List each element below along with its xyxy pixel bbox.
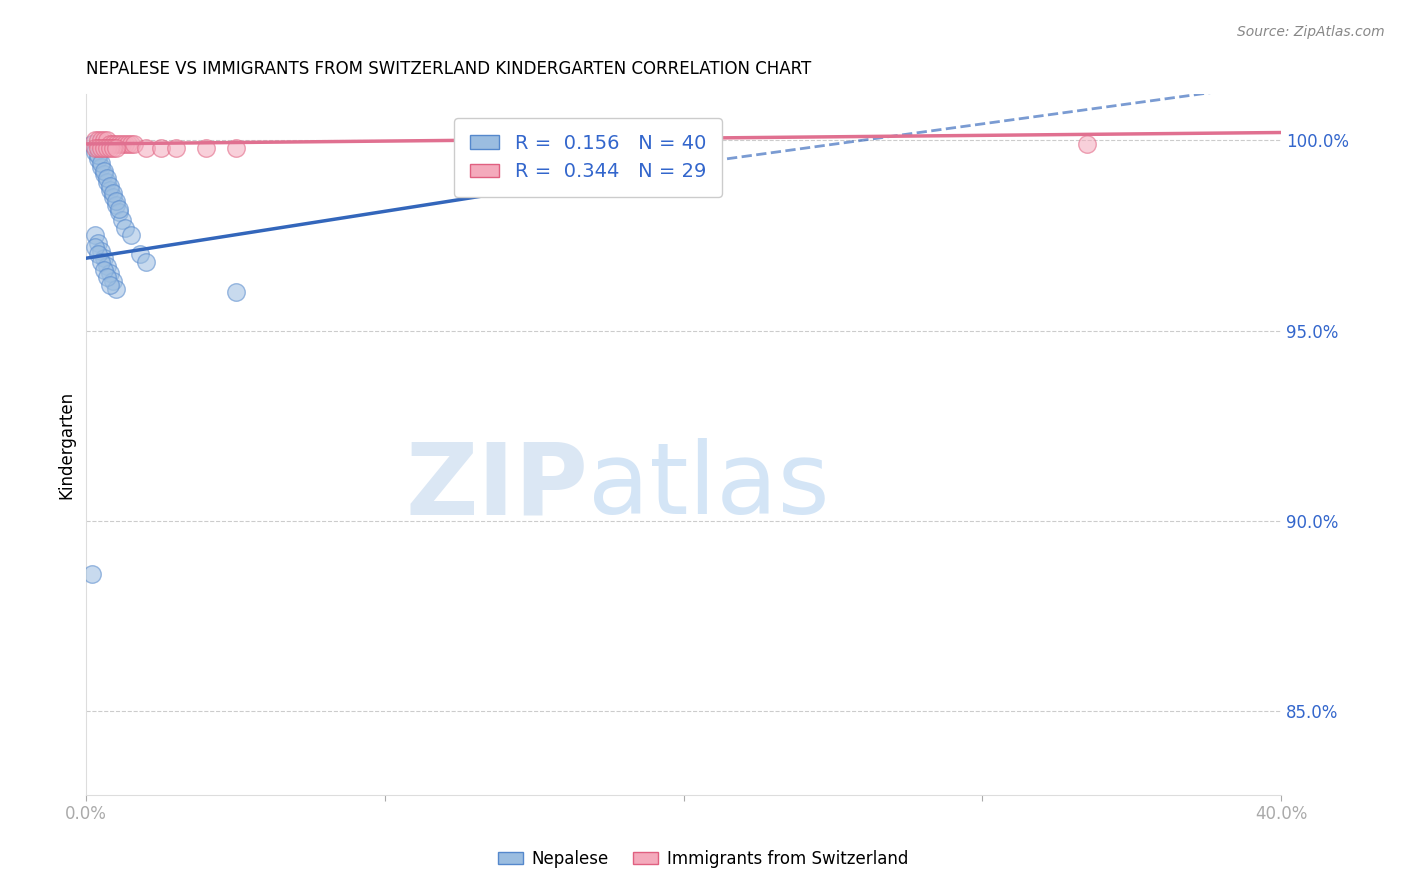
Point	[129, 247, 152, 261]
Point	[135, 141, 157, 155]
Point	[87, 152, 110, 166]
Point	[96, 270, 118, 285]
Point	[117, 136, 139, 151]
Point	[101, 190, 124, 204]
Point	[87, 148, 110, 162]
Point	[90, 244, 112, 258]
Point	[96, 171, 118, 186]
Point	[105, 198, 128, 212]
Text: atlas: atlas	[588, 438, 830, 535]
Point	[643, 145, 665, 159]
Point	[98, 141, 121, 155]
Point	[96, 259, 118, 273]
Point	[90, 133, 112, 147]
Point	[96, 133, 118, 147]
Point	[82, 567, 104, 582]
Point	[122, 136, 145, 151]
Y-axis label: Kindergarten: Kindergarten	[58, 391, 75, 499]
Point	[84, 145, 107, 159]
Point	[538, 136, 561, 151]
Point	[135, 255, 157, 269]
Legend: Nepalese, Immigrants from Switzerland: Nepalese, Immigrants from Switzerland	[491, 844, 915, 875]
Text: Source: ZipAtlas.com: Source: ZipAtlas.com	[1237, 25, 1385, 39]
Point	[108, 202, 131, 216]
Point	[84, 133, 107, 147]
Point	[84, 141, 107, 155]
Legend: R =  0.156   N = 40, R =  0.344   N = 29: R = 0.156 N = 40, R = 0.344 N = 29	[454, 118, 721, 197]
Point	[98, 178, 121, 193]
Point	[87, 247, 110, 261]
Text: ZIP: ZIP	[405, 438, 588, 535]
Point	[101, 186, 124, 201]
Point	[90, 160, 112, 174]
Point	[194, 141, 217, 155]
Point	[105, 194, 128, 208]
Point	[87, 141, 110, 155]
Point	[93, 262, 115, 277]
Point	[114, 220, 136, 235]
Point	[84, 228, 107, 243]
Point	[90, 141, 112, 155]
Point	[98, 136, 121, 151]
Point	[98, 183, 121, 197]
Point	[111, 213, 134, 227]
Point	[90, 156, 112, 170]
Point	[101, 136, 124, 151]
Point	[98, 267, 121, 281]
Point	[105, 282, 128, 296]
Point	[96, 175, 118, 189]
Point	[108, 205, 131, 219]
Point	[90, 255, 112, 269]
Point	[82, 136, 104, 151]
Point	[101, 274, 124, 288]
Point	[111, 136, 134, 151]
Point	[1076, 136, 1098, 151]
Text: NEPALESE VS IMMIGRANTS FROM SWITZERLAND KINDERGARTEN CORRELATION CHART: NEPALESE VS IMMIGRANTS FROM SWITZERLAND …	[86, 60, 811, 78]
Point	[225, 285, 247, 300]
Point	[165, 141, 187, 155]
Point	[93, 163, 115, 178]
Point	[149, 141, 172, 155]
Point	[120, 136, 142, 151]
Point	[93, 168, 115, 182]
Point	[101, 141, 124, 155]
Point	[225, 141, 247, 155]
Point	[98, 277, 121, 292]
Point	[105, 141, 128, 155]
Point	[114, 136, 136, 151]
Point	[93, 251, 115, 265]
Point	[87, 235, 110, 250]
Point	[93, 141, 115, 155]
Point	[87, 133, 110, 147]
Point	[84, 240, 107, 254]
Point	[93, 133, 115, 147]
Point	[96, 141, 118, 155]
Point	[105, 136, 128, 151]
Point	[120, 228, 142, 243]
Point	[108, 136, 131, 151]
